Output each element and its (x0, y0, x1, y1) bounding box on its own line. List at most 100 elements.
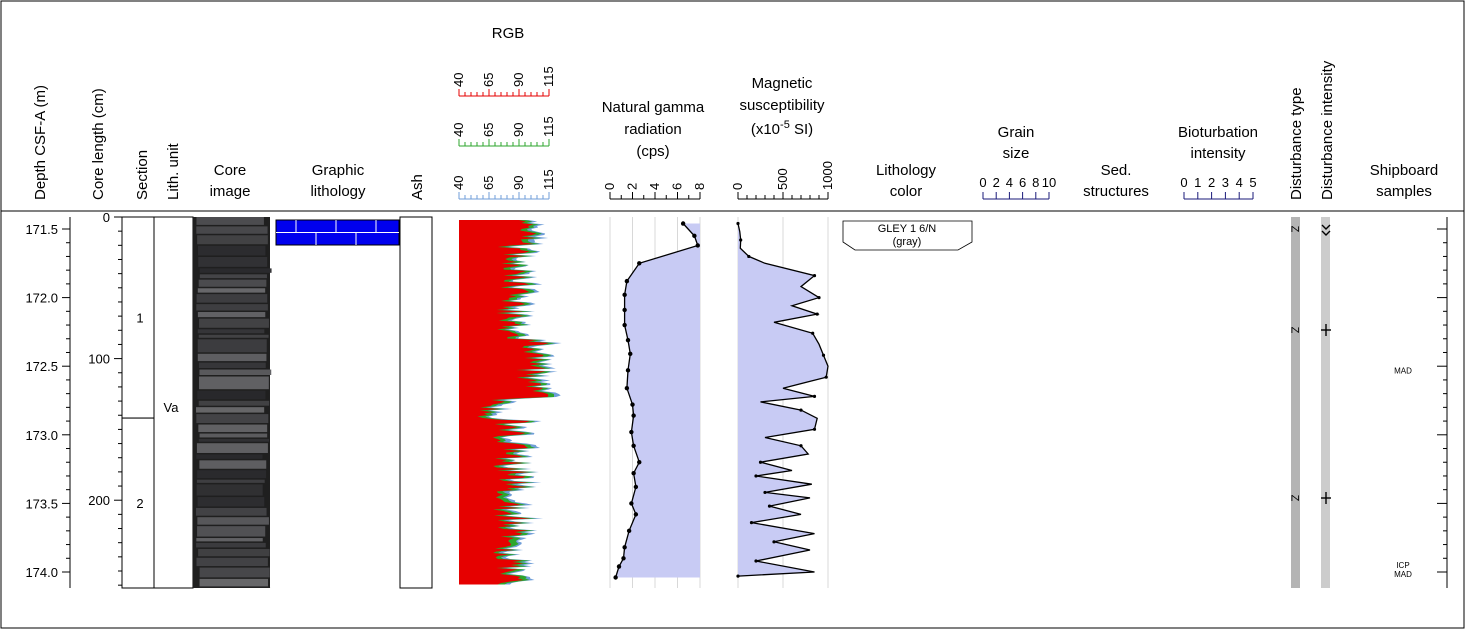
bio-scale-tick-label: 3 (1222, 175, 1229, 190)
ngr-scale-tick-label: 6 (670, 183, 685, 190)
ms-point (812, 394, 817, 398)
core-image-piece (196, 542, 266, 548)
core-image-piece (197, 288, 266, 293)
ms-point (772, 540, 776, 544)
ngr-point (695, 243, 700, 248)
ngr-point (622, 307, 627, 313)
core-image-piece (198, 334, 269, 338)
ms-header-1: Magnetic (752, 75, 813, 92)
ms-point (815, 312, 819, 316)
grain-scale-tick-label: 0 (979, 175, 986, 190)
lith-color-header-1: Lithology (876, 162, 937, 179)
sample-label: MAD (1394, 366, 1412, 375)
sed-header-2: structures (1083, 183, 1149, 200)
bio-header-2: intensity (1190, 145, 1246, 162)
core-image-piece (199, 369, 272, 376)
ngr-point (629, 429, 634, 435)
green-scale-tick-label: 40 (451, 123, 466, 137)
ms-fill (738, 223, 828, 577)
ms-point (758, 460, 763, 464)
ms-scale-tick-label: 500 (775, 168, 790, 190)
ngr-point (626, 528, 632, 534)
core-length-header: Core length (cm) (90, 88, 107, 200)
ms-point (767, 504, 772, 508)
core-image-piece (198, 376, 269, 390)
dist-int-header: Disturbance intensity (1319, 60, 1336, 200)
ngr-scale-tick-label: 0 (602, 183, 617, 190)
core-image-piece (198, 400, 270, 406)
core-image-piece (196, 443, 268, 453)
disturbance-type-bar (1291, 217, 1300, 588)
ngr-point (621, 556, 626, 561)
disturbance-columns: Z Z Z (1289, 217, 1331, 588)
ngr-point (622, 322, 627, 328)
core-image-piece (196, 484, 263, 496)
ms-scale-tick-label: 1000 (820, 161, 835, 190)
core-image-piece (199, 567, 270, 578)
core-image-piece (197, 390, 266, 400)
ms-point (799, 444, 803, 448)
ms-point (817, 296, 821, 300)
ms-point (824, 375, 828, 379)
ms-point (799, 408, 803, 412)
samples-header-1: Shipboard (1370, 162, 1438, 179)
core-image-piece (196, 217, 264, 225)
lith-color-label-2: (gray) (893, 236, 922, 248)
ms-header-3a: (x10 (751, 121, 780, 138)
ngr-point (633, 484, 639, 490)
depth-tick-label: 172.0 (25, 291, 58, 306)
blue-scale-tick-label: 115 (541, 169, 556, 190)
ngr-point (631, 413, 636, 418)
core-image-piece (196, 226, 268, 234)
core-image-piece (196, 507, 267, 516)
sample-label: ICP (1396, 561, 1409, 570)
ngr-point (625, 368, 631, 373)
ngr-fill (615, 223, 700, 578)
core-image-piece (197, 235, 268, 245)
ms-header-3c: SI) (790, 121, 813, 138)
grain-scale-tick-label: 6 (1019, 175, 1026, 190)
ngr-scale-tick-label: 2 (625, 183, 640, 190)
core-image-piece (199, 318, 269, 328)
core-image-piece (196, 294, 268, 303)
core-image-piece (197, 497, 265, 507)
column-headers: Depth CSF-A (m) Core length (cm) Section… (32, 25, 1438, 200)
graphic-lith-header-1: Graphic (312, 162, 365, 179)
core-image-piece (198, 256, 268, 267)
green-scale-tick-label: 65 (481, 123, 496, 137)
ngr-point (624, 385, 630, 391)
disturbance-type-symbol: Z (1289, 226, 1301, 233)
lith-unit-box (153, 216, 194, 589)
core-image-piece (196, 304, 268, 311)
depth-header: Depth CSF-A (m) (32, 85, 49, 200)
grain-scale-tick-label: 4 (1006, 175, 1013, 190)
ms-point (763, 490, 767, 495)
disturbance-intensity-bar (1321, 217, 1330, 588)
samples-header-2: samples (1376, 183, 1432, 200)
blue-scale-tick-label: 40 (451, 176, 466, 190)
blue-scale-tick-label: 65 (481, 176, 496, 190)
core-image-piece (199, 268, 272, 273)
core-image-piece (197, 470, 267, 479)
core-image-piece (197, 329, 265, 334)
core-tick-label: 100 (88, 352, 110, 367)
ms-point (812, 427, 817, 431)
core-image-piece (198, 548, 270, 557)
core-image-piece (197, 353, 267, 362)
core-image-piece (199, 433, 268, 438)
depth-tick-label: 174.0 (25, 565, 58, 580)
ngr-point (631, 471, 636, 476)
ngr-point (622, 292, 627, 298)
section-1-label: 1 (136, 311, 143, 326)
ms-log (736, 217, 829, 588)
ms-header-3b: -5 (780, 119, 790, 131)
grain-scale-tick-label: 8 (1032, 175, 1039, 190)
core-image (193, 217, 272, 588)
bio-scale-tick-label: 4 (1236, 175, 1243, 190)
core-image-piece (196, 414, 269, 424)
core-image-piece (196, 407, 265, 413)
red-scale-tick-label: 40 (451, 73, 466, 87)
rgb-log (459, 220, 562, 585)
right-depth-ticks (1437, 217, 1448, 588)
